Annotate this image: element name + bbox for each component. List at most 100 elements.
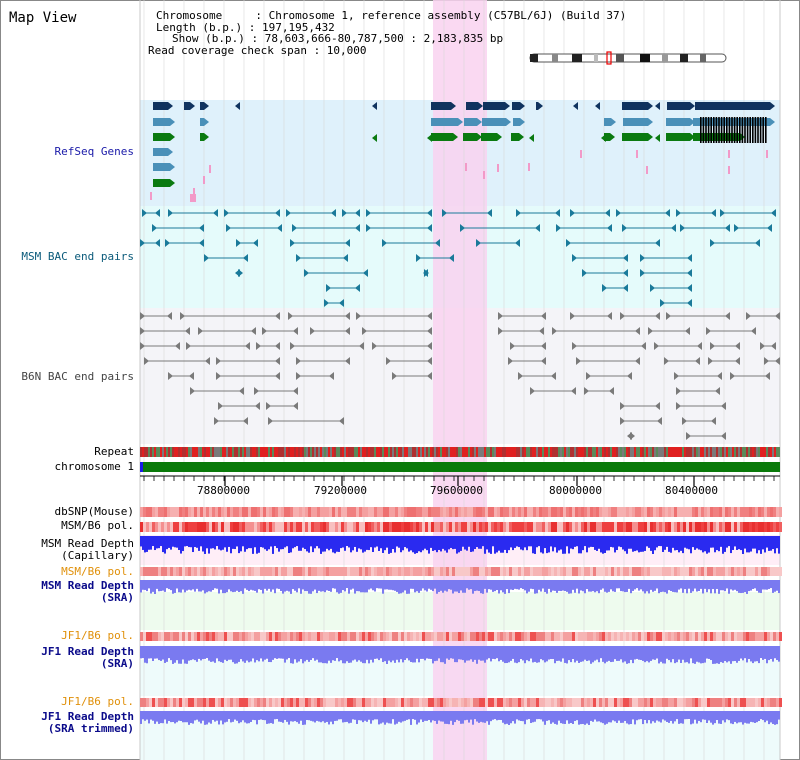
jf1-sra-depth-bar <box>642 646 644 661</box>
jf1-trim-depth-bar <box>634 711 636 725</box>
msm-capillary-depth-bar <box>768 536 770 551</box>
msm-sra-depth-bar <box>508 580 510 594</box>
msm-pol2-mark <box>659 567 662 576</box>
dbsnp-mark <box>281 507 284 517</box>
msm-sra-depth-bar <box>288 580 290 592</box>
msm-bac-pair-end <box>767 224 772 232</box>
dbsnp-mark <box>704 507 707 517</box>
jf1-sra-depth-bar <box>486 646 488 660</box>
b6n-bac-pair-end <box>255 402 260 410</box>
jf1-pol-mark <box>710 632 713 641</box>
jf1-trim-depth-bar <box>298 711 300 724</box>
jf1-trim-depth-bar <box>504 711 506 725</box>
jf1-pol-mark <box>620 632 623 641</box>
exon-tick <box>746 117 749 143</box>
jf1-sra-depth-bar <box>438 646 440 659</box>
jf1-trim-depth-bar <box>434 711 436 721</box>
msm-sra-depth-bar <box>246 580 248 590</box>
dbsnp-mark <box>554 507 557 517</box>
jf1-sra-depth-bar <box>662 646 664 664</box>
jf1-sra-depth-bar <box>706 646 708 659</box>
repeat-mark <box>484 447 486 457</box>
msm-sra-depth-bar <box>216 580 218 589</box>
jf1-sra-depth-bar <box>722 646 724 663</box>
msm-capillary-depth-bar <box>188 536 190 548</box>
msm-capillary-depth-bar <box>616 536 618 551</box>
repeat-mark <box>330 447 332 457</box>
refseq-gene-arrow <box>170 118 175 126</box>
jf1-trim-depth-bar <box>762 711 764 721</box>
jf1-trim-depth-bar <box>362 711 364 723</box>
msm-pol2-mark <box>377 567 380 576</box>
msm-bac-pair-end <box>623 284 628 292</box>
msm-capillary-depth-bar <box>294 536 296 548</box>
refseq-gene-arrow <box>611 118 616 126</box>
msm-capillary-depth-bar <box>322 536 324 552</box>
jf1-pol-mark <box>470 632 473 641</box>
jf1-trim-depth-bar <box>590 711 592 721</box>
repeat-mark <box>302 447 304 457</box>
dbsnp-mark <box>491 507 494 517</box>
msm-pol2-mark <box>752 567 755 576</box>
msm-pol-mark <box>377 522 380 532</box>
jf1-trim-depth-bar <box>486 711 488 722</box>
jf1-pol2-mark <box>260 698 263 707</box>
jf1-sra-depth-bar <box>624 646 626 662</box>
repeat-mark <box>588 447 590 457</box>
msm-pol2-mark <box>737 567 740 576</box>
jf1-trim-depth-bar <box>656 711 658 721</box>
jf1-sra-depth-bar <box>770 646 772 660</box>
track-label-msm-bac[interactable]: MSM BAC end pairs <box>21 250 134 263</box>
msm-sra-depth-bar <box>604 580 606 592</box>
repeat-mark <box>280 447 282 457</box>
refseq-gene-arrow <box>427 134 432 142</box>
jf1-sra-depth-bar <box>580 646 582 662</box>
jf1-sra-depth-bar <box>376 646 378 659</box>
msm-pol2-mark <box>599 567 602 576</box>
jf1-pol2-mark <box>410 698 413 707</box>
msm-pol2-mark <box>236 567 239 576</box>
repeat-mark <box>292 447 294 457</box>
msm-pol-mark <box>731 522 734 532</box>
jf1-trim-depth-bar <box>550 711 552 724</box>
msm-capillary-depth-bar <box>488 536 490 553</box>
jf1-trim-depth-bar <box>510 711 512 724</box>
msm-pol-mark <box>359 522 362 532</box>
msm-bac-pair-end <box>640 269 645 277</box>
msm-sra-depth-bar <box>612 580 614 592</box>
jf1-pol2-mark <box>263 698 266 707</box>
jf1-sra-depth-bar <box>216 646 218 659</box>
msm-pol-mark <box>611 522 614 532</box>
jf1-trim-depth-bar <box>718 711 720 724</box>
msm-capillary-depth-bar <box>344 536 346 551</box>
jf1-sra-depth-bar <box>256 646 258 661</box>
msm-sra-depth-bar <box>496 580 498 591</box>
msm-sra-depth-bar <box>264 580 266 589</box>
jf1-trim-depth-bar <box>304 711 306 725</box>
jf1-trim-depth-bar <box>522 711 524 722</box>
track-label-b6n-bac[interactable]: B6N BAC end pairs <box>21 370 134 383</box>
refseq-gene-arrow <box>648 102 653 110</box>
jf1-pol2-mark <box>692 698 695 707</box>
jf1-trim-depth-bar <box>368 711 370 720</box>
msm-sra-depth-bar <box>270 580 272 592</box>
jf1-pol2-mark <box>458 698 461 707</box>
msm-sra-depth-bar <box>552 580 554 591</box>
jf1-trim-depth-bar <box>756 711 758 723</box>
repeat-mark <box>572 447 574 457</box>
repeat-mark <box>404 447 406 457</box>
refseq-gene-arrow <box>506 118 511 126</box>
track-label-refseq[interactable]: RefSeq Genes <box>54 145 134 158</box>
msm-capillary-depth-bar <box>724 536 726 552</box>
dbsnp-mark <box>242 507 245 517</box>
repeat-mark <box>218 447 220 457</box>
jf1-sra-depth-bar <box>636 646 638 659</box>
msm-capillary-depth-bar <box>436 536 438 553</box>
dbsnp-mark <box>386 507 389 517</box>
jf1-sra-depth-bar <box>534 646 536 662</box>
jf1-trim-depth-bar <box>640 711 642 720</box>
jf1-trim-depth-bar <box>370 711 372 724</box>
b6n-bac-pair-end <box>641 342 646 350</box>
msm-capillary-depth-bar <box>510 536 512 548</box>
